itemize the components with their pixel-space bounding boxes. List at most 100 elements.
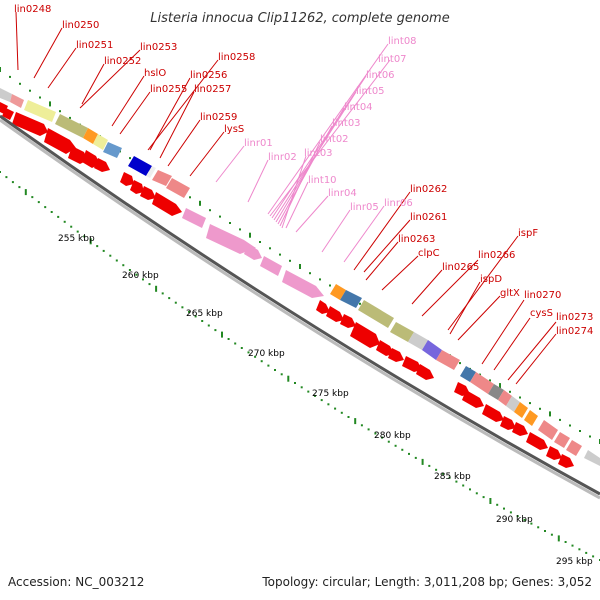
tick-mark bbox=[334, 407, 337, 410]
tick-mark bbox=[462, 484, 465, 487]
scale-label: 255 kbp bbox=[58, 234, 95, 244]
tick-mark bbox=[479, 373, 481, 376]
rna-label-linr02: linr02 bbox=[268, 152, 297, 163]
tick-mark bbox=[509, 511, 512, 514]
tick-mark bbox=[414, 456, 417, 459]
tick-mark bbox=[516, 515, 519, 518]
gene-label-lin0266: lin0266 bbox=[478, 250, 515, 261]
tick-mark bbox=[194, 315, 197, 318]
tick-mark bbox=[249, 232, 251, 238]
tick-mark bbox=[300, 386, 303, 389]
tick-mark bbox=[181, 306, 184, 309]
rna-label-linr06: linr06 bbox=[384, 198, 413, 209]
tick-mark bbox=[63, 220, 66, 223]
tick-mark bbox=[381, 436, 384, 439]
tick-mark bbox=[482, 496, 485, 499]
tick-mark bbox=[428, 464, 431, 467]
tick-mark bbox=[347, 416, 350, 418]
scale-label: 285 kbp bbox=[434, 472, 471, 482]
gene-label-lin0259: lin0259 bbox=[200, 112, 237, 123]
tick-mark bbox=[359, 302, 361, 305]
tick-mark bbox=[69, 116, 71, 119]
tick-mark bbox=[287, 375, 290, 382]
scale-label: 295 kbp bbox=[556, 557, 593, 567]
gene-label-lin0252: lin0252 bbox=[104, 56, 141, 67]
tick-mark bbox=[571, 544, 574, 547]
tick-mark bbox=[509, 390, 511, 393]
tick-mark bbox=[174, 301, 177, 304]
tick-mark bbox=[448, 476, 451, 479]
tick-mark bbox=[539, 407, 541, 410]
scale-label: 280 kbp bbox=[374, 431, 411, 441]
tick-mark bbox=[96, 245, 99, 248]
tick-mark bbox=[523, 518, 526, 521]
tick-mark bbox=[360, 424, 363, 427]
tick-mark bbox=[109, 254, 112, 257]
tick-mark bbox=[229, 222, 231, 224]
tick-mark bbox=[247, 351, 250, 354]
tick-mark bbox=[19, 82, 21, 85]
tick-mark bbox=[207, 324, 210, 327]
gene-labels: lin0248 lin0250 lin0251 lin0253 lin0252 … bbox=[14, 4, 593, 337]
tick-mark bbox=[579, 430, 581, 432]
scale-label: 290 kbp bbox=[496, 515, 533, 525]
gene-label-lin0250: lin0250 bbox=[62, 20, 99, 31]
tick-mark bbox=[519, 396, 521, 399]
tick-mark bbox=[254, 355, 257, 358]
scale-label: 270 kbp bbox=[248, 349, 285, 359]
rna-label-lint07: lint07 bbox=[378, 54, 407, 65]
tick-mark bbox=[155, 285, 158, 292]
gene-label-lin0273: lin0273 bbox=[556, 312, 593, 323]
rna-label-lint03b: lint03 bbox=[304, 148, 333, 159]
tick-mark bbox=[142, 278, 144, 281]
tick-mark bbox=[122, 264, 125, 267]
rna-label-linr04: linr04 bbox=[328, 188, 357, 199]
tick-mark bbox=[274, 369, 276, 371]
tick-mark bbox=[307, 390, 310, 393]
tick-mark bbox=[435, 468, 438, 471]
scale-label: 260 kbp bbox=[122, 271, 159, 281]
tick-mark bbox=[102, 249, 105, 252]
rna-label-lint02: lint02 bbox=[320, 134, 349, 145]
tick-mark bbox=[340, 411, 343, 414]
gene-label-cysS: cysS bbox=[530, 308, 553, 319]
tick-mark bbox=[227, 338, 230, 340]
tick-mark bbox=[327, 403, 330, 406]
rna-label-lint10: lint10 bbox=[308, 175, 337, 186]
tick-mark bbox=[135, 273, 138, 276]
tick-mark bbox=[239, 228, 241, 231]
tick-mark bbox=[329, 284, 331, 287]
tick-mark bbox=[39, 96, 41, 99]
tick-mark bbox=[503, 507, 505, 510]
tick-mark bbox=[168, 297, 171, 300]
accession-text: Accession: NC_003212 bbox=[8, 575, 144, 589]
tick-mark bbox=[9, 75, 11, 78]
gene-arrow-track bbox=[0, 102, 574, 468]
tick-mark bbox=[489, 379, 491, 382]
tick-mark bbox=[267, 364, 270, 367]
gene-label-lin0263: lin0263 bbox=[398, 234, 435, 245]
tick-mark bbox=[59, 110, 61, 113]
gene-label-lin0248: lin0248 bbox=[14, 4, 51, 15]
scale-label: 265 kbp bbox=[186, 309, 223, 319]
tick-mark bbox=[294, 382, 296, 384]
tick-mark bbox=[70, 225, 73, 228]
tick-mark bbox=[199, 200, 201, 206]
tick-mark bbox=[201, 320, 204, 322]
tick-mark bbox=[37, 201, 40, 204]
tick-mark bbox=[299, 264, 301, 269]
tick-mark bbox=[557, 535, 560, 542]
tick-mark bbox=[529, 402, 531, 405]
tick-mark bbox=[269, 247, 271, 250]
tick-mark bbox=[148, 283, 151, 286]
tick-mark bbox=[564, 541, 567, 543]
tick-mark bbox=[5, 176, 8, 179]
tick-mark bbox=[394, 444, 397, 447]
gene-label-lin0258: lin0258 bbox=[218, 52, 255, 63]
rna-label-lint04: lint04 bbox=[344, 102, 373, 113]
tick-mark bbox=[387, 440, 390, 443]
tick-mark bbox=[550, 533, 553, 536]
scale-label: 275 kbp bbox=[312, 389, 349, 399]
gene-label-lin0262: lin0262 bbox=[410, 184, 447, 195]
gene-label-lin0265: lin0265 bbox=[442, 262, 479, 273]
